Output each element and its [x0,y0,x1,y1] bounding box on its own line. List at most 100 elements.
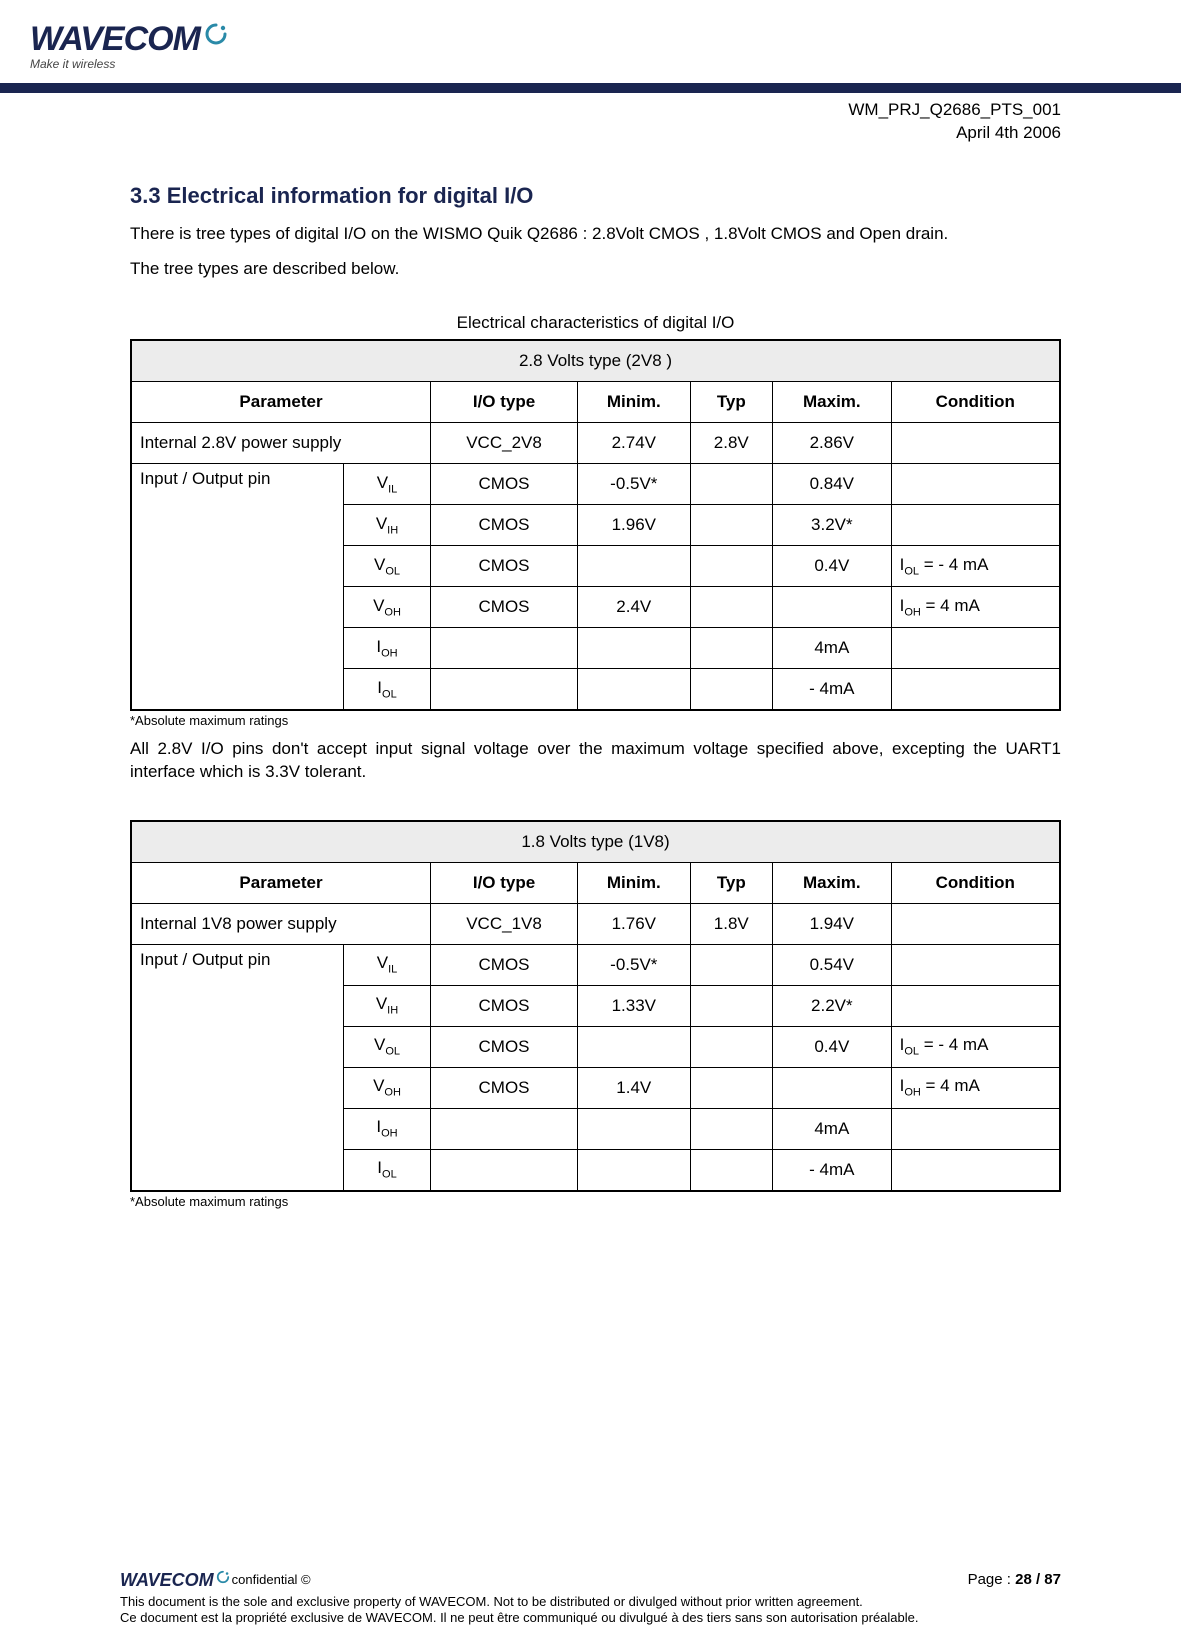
cell: IOH [344,627,431,668]
io-label-cell: Input / Output pin [131,944,344,1191]
footer-logo: WAVECOM confidential © [120,1569,311,1592]
cell: VOL [344,1026,431,1067]
cell [690,985,773,1026]
cell: 1.96V [578,504,690,545]
cell: - 4mA [773,1149,892,1191]
cell: 2.86V [773,422,892,463]
cell: 0.54V [773,944,892,985]
cell [891,903,1060,944]
cell [690,545,773,586]
cell [891,1108,1060,1149]
cell: 2.8V [690,422,773,463]
table-1v8-title: 1.8 Volts type (1V8) [131,821,1060,863]
logo-text: WAVECOM [30,20,228,59]
table-row: Input / Output pinVILCMOS-0.5V*0.84V [131,463,1060,504]
table-row: Internal 1V8 power supply VCC_1V8 1.76V … [131,903,1060,944]
cell: IOH = 4 mA [891,1067,1060,1108]
cell: - 4mA [773,668,892,710]
cell: 1.94V [773,903,892,944]
cell [891,1149,1060,1191]
io-label-cell: Input / Output pin [131,463,344,710]
cell: CMOS [431,944,578,985]
cell: CMOS [431,545,578,586]
footer-text-en: This document is the sole and exclusive … [120,1594,1061,1610]
cell [690,668,773,710]
cell: 2.2V* [773,985,892,1026]
cell: 3.2V* [773,504,892,545]
cell: VIH [344,985,431,1026]
logo-swirl-icon [204,22,228,46]
tolerance-note: All 2.8V I/O pins don't accept input sig… [130,738,1061,784]
cell: IOL = - 4 mA [891,1026,1060,1067]
cell: IOH = 4 mA [891,586,1060,627]
cell: Internal 2.8V power supply [131,422,431,463]
table-1v8-header-row: Parameter I/O type Minim. Typ Maxim. Con… [131,862,1060,903]
table-caption: Electrical characteristics of digital I/… [130,313,1061,333]
footer-swirl-icon [216,1570,230,1584]
table-row: Input / Output pinVILCMOS-0.5V*0.54V [131,944,1060,985]
col-cond: Condition [891,381,1060,422]
cell: CMOS [431,586,578,627]
cell: 0.84V [773,463,892,504]
cell [891,668,1060,710]
cell: -0.5V* [578,944,690,985]
cell [690,1067,773,1108]
cell [773,586,892,627]
footer-confidential: confidential © [232,1572,311,1588]
table-2v8-title: 2.8 Volts type (2V8 ) [131,340,1060,382]
cell: 1.33V [578,985,690,1026]
page-footer: WAVECOM confidential © Page : 28 / 87 Th… [120,1569,1061,1626]
col-max: Maxim. [773,381,892,422]
cell: VIH [344,504,431,545]
doc-id: WM_PRJ_Q2686_PTS_001 [0,99,1061,122]
cell [578,627,690,668]
cell: IOL [344,1149,431,1191]
cell: 0.4V [773,1026,892,1067]
page-header: WAVECOM Make it wireless [0,0,1181,83]
cell [891,463,1060,504]
cell: 1.8V [690,903,773,944]
cell: CMOS [431,1026,578,1067]
cell [690,463,773,504]
cell: IOH [344,1108,431,1149]
logo-tagline: Make it wireless [30,57,228,71]
logo-block: WAVECOM Make it wireless [30,20,228,71]
col-min: Minim. [578,381,690,422]
cell: CMOS [431,985,578,1026]
cell [431,627,578,668]
col-parameter: Parameter [131,381,431,422]
cell [891,985,1060,1026]
cell: 4mA [773,627,892,668]
content-area: 3.3 Electrical information for digital I… [0,183,1181,1209]
cell: VOH [344,1067,431,1108]
cell: 1.76V [578,903,690,944]
cell: 1.4V [578,1067,690,1108]
footnote-1v8: *Absolute maximum ratings [130,1194,1061,1209]
col-typ: Typ [690,862,773,903]
cell: CMOS [431,504,578,545]
doc-meta: WM_PRJ_Q2686_PTS_001 April 4th 2006 [0,99,1181,145]
cell: 0.4V [773,545,892,586]
footer-page: Page : 28 / 87 [968,1571,1061,1590]
cell [690,1149,773,1191]
cell: VOH [344,586,431,627]
cell: CMOS [431,1067,578,1108]
col-iotype: I/O type [431,381,578,422]
cell: VIL [344,463,431,504]
cell [578,545,690,586]
paragraph-2: The tree types are described below. [130,258,1061,281]
cell: VOL [344,545,431,586]
cell [578,1026,690,1067]
doc-date: April 4th 2006 [0,122,1061,145]
paragraph-1: There is tree types of digital I/O on th… [130,223,1061,246]
cell: VCC_2V8 [431,422,578,463]
footer-text-fr: Ce document est la propriété exclusive d… [120,1610,1061,1626]
cell: 2.74V [578,422,690,463]
cell: CMOS [431,463,578,504]
cell [773,1067,892,1108]
table-1v8: 1.8 Volts type (1V8) Parameter I/O type … [130,820,1061,1192]
col-typ: Typ [690,381,773,422]
cell: IOL [344,668,431,710]
cell [431,668,578,710]
cell [431,1149,578,1191]
